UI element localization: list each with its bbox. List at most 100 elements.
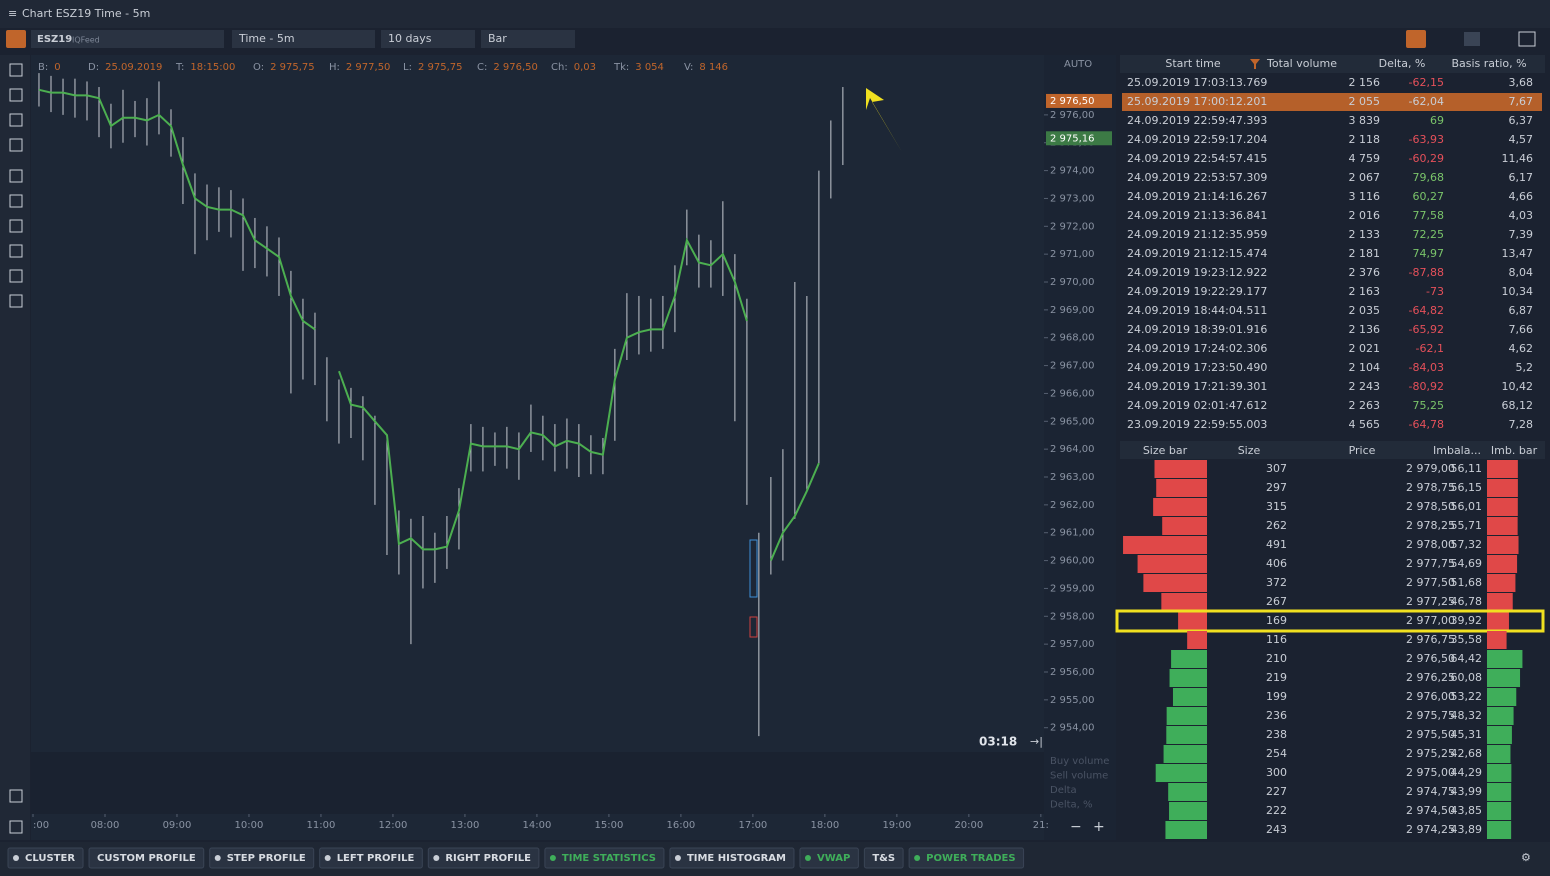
tool-icon[interactable] — [9, 169, 23, 183]
menu-icon[interactable]: ≡ — [8, 7, 17, 20]
x-tick-label: 12:00 — [379, 820, 408, 831]
x-tick-label: 13:00 — [451, 820, 480, 831]
column-header: Delta, % — [1379, 57, 1426, 70]
imbalance-bar — [1487, 631, 1507, 649]
table-cell: 68,12 — [1502, 399, 1534, 412]
button-bg[interactable] — [799, 847, 859, 869]
y-tick-label: 2 972,00 — [1050, 221, 1095, 232]
tool-icon[interactable] — [9, 88, 23, 102]
imbalance: 51,68 — [1451, 576, 1483, 589]
button-bg[interactable] — [544, 847, 665, 869]
arrow — [866, 88, 902, 152]
scroll-end-icon[interactable]: →| — [1030, 735, 1043, 748]
imbalance-bar — [1487, 479, 1518, 497]
table-cell: 3 116 — [1349, 190, 1381, 203]
button-bg[interactable] — [7, 847, 84, 869]
info-value: 2 976,50 — [493, 62, 538, 73]
table-cell: 2 163 — [1349, 285, 1381, 298]
size-bar — [1187, 631, 1207, 649]
button-dot — [13, 855, 19, 861]
footer-button[interactable]: CLUSTER — [7, 847, 84, 869]
tool-icon[interactable] — [9, 294, 23, 308]
tool-icon[interactable] — [9, 194, 23, 208]
button-label: RIGHT PROFILE — [445, 853, 531, 864]
price: 2 976,00 — [1406, 690, 1455, 703]
info-value: 0 — [54, 62, 60, 73]
tool-icon[interactable] — [9, 820, 23, 834]
footer-button[interactable]: TIME HISTOGRAM — [669, 847, 795, 869]
tool-button[interactable] — [1406, 30, 1426, 48]
x-tick-label: 21: — [1033, 820, 1049, 831]
range-select[interactable] — [381, 30, 475, 48]
footer-button[interactable]: VWAP — [799, 847, 859, 869]
info-label: Tk: — [613, 62, 629, 73]
button-dot — [914, 855, 921, 861]
timeframe-select[interactable] — [232, 30, 375, 48]
button-bg[interactable] — [669, 847, 795, 869]
highlight-box — [749, 616, 758, 638]
footer-button[interactable]: STEP PROFILE — [209, 847, 315, 869]
tool-icon[interactable] — [9, 269, 23, 283]
symbol-box[interactable] — [31, 30, 224, 48]
size: 236 — [1266, 709, 1287, 722]
tool-icon[interactable] — [9, 789, 23, 803]
price: 2 976,75 — [1406, 633, 1455, 646]
tool-icon[interactable] — [9, 244, 23, 258]
size: 169 — [1266, 614, 1287, 627]
imbalance-bar — [1487, 517, 1518, 535]
table-cell: 7,28 — [1509, 418, 1534, 431]
button-bg[interactable] — [427, 847, 540, 869]
imbalance-bar — [1487, 764, 1512, 782]
tool-icon[interactable] — [9, 113, 23, 127]
info-label: Ch: — [551, 62, 568, 73]
table-cell: 79,68 — [1413, 171, 1445, 184]
table-cell: 2 156 — [1349, 76, 1381, 89]
size-bar — [1161, 593, 1207, 611]
button-bg[interactable] — [908, 847, 1025, 869]
layout-button[interactable] — [1518, 31, 1536, 47]
y-tick-label: 2 956,00 — [1050, 667, 1095, 678]
button-bg[interactable] — [209, 847, 315, 869]
tool-icon[interactable] — [9, 63, 23, 77]
zoom-in[interactable]: + — [1093, 819, 1105, 835]
table-cell: 24.09.2019 21:12:35.959 — [1127, 228, 1267, 241]
size: 199 — [1266, 690, 1287, 703]
imbalance-bar — [1487, 536, 1519, 554]
style-select[interactable] — [481, 30, 575, 48]
button-label: TIME STATISTICS — [562, 853, 656, 864]
table-cell: 5,2 — [1516, 361, 1534, 374]
info-value: 3 054 — [635, 62, 664, 73]
table-cell: 2 133 — [1349, 228, 1381, 241]
zoom-out[interactable]: − — [1070, 819, 1082, 835]
tool-icon[interactable] — [9, 219, 23, 233]
size-bar — [1169, 802, 1207, 820]
highlight-box — [749, 539, 758, 598]
trades-header — [1120, 55, 1545, 73]
button-label: CLUSTER — [25, 853, 75, 864]
footer-button[interactable]: LEFT PROFILE — [319, 847, 423, 869]
button-bg[interactable] — [88, 847, 205, 869]
table-cell: -84,03 — [1409, 361, 1444, 374]
table-cell: 4,62 — [1509, 342, 1534, 355]
price: 2 974,75 — [1406, 785, 1455, 798]
footer-button[interactable]: T&S — [863, 847, 904, 869]
button-bg[interactable] — [863, 847, 904, 869]
column-header: Total volume — [1266, 57, 1337, 70]
size-bar — [1169, 669, 1207, 687]
footer-button[interactable]: RIGHT PROFILE — [427, 847, 540, 869]
y-tick-label: 2 974,00 — [1050, 166, 1095, 177]
settings-icon[interactable]: ⚙ — [1521, 851, 1531, 864]
tool-button[interactable] — [1464, 32, 1480, 46]
size: 491 — [1266, 538, 1287, 551]
info-value: 18:15:00 — [190, 62, 235, 73]
footer-button[interactable]: TIME STATISTICS — [544, 847, 665, 869]
column-header: Imb. bar — [1491, 444, 1538, 457]
panel-toggle[interactable] — [6, 30, 26, 48]
tool-icon[interactable] — [9, 138, 23, 152]
table-cell: -80,92 — [1409, 380, 1444, 393]
price-marker-label: 2 975,16 — [1050, 133, 1095, 144]
button-bg[interactable] — [319, 847, 423, 869]
footer-button[interactable]: CUSTOM PROFILE — [88, 847, 205, 869]
y-tick-label: 2 969,00 — [1050, 305, 1095, 316]
footer-button[interactable]: POWER TRADES — [908, 847, 1025, 869]
